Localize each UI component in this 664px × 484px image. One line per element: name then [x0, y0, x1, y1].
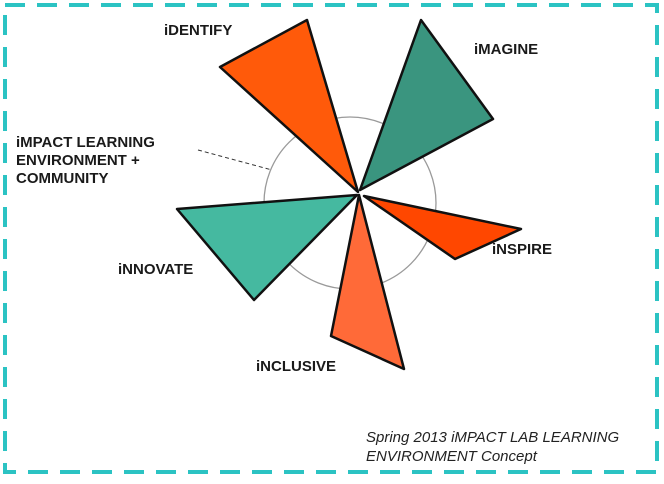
label-inspire: iNSPIRE	[492, 241, 553, 258]
petal-imagine	[358, 18, 495, 192]
caption: Spring 2013 iMPACT LAB LEARNING ENVIRONM…	[366, 428, 619, 466]
label-imagine: iMAGINE	[474, 41, 539, 58]
center-leader-line	[197, 149, 273, 171]
label-innovate: iNNOVATE	[118, 261, 194, 278]
label-inclusive: iNCLUSIVE	[256, 358, 337, 375]
center-label-line-2: ENVIRONMENT +	[16, 152, 140, 169]
center-label-line-3: COMMUNITY	[16, 170, 109, 187]
center-label-line-1: iMPACT LEARNING	[16, 134, 155, 151]
caption-line-2: ENVIRONMENT Concept	[366, 448, 537, 465]
petal-inspire	[362, 194, 523, 261]
petal-inclusive	[329, 193, 406, 371]
label-identify: iDENTIFY	[164, 22, 233, 39]
petal-identify	[218, 18, 360, 194]
dashed-frame	[3, 3, 659, 474]
petal-innovate	[175, 193, 359, 302]
caption-line-1: Spring 2013 iMPACT LAB LEARNING	[366, 429, 620, 446]
center-label: iMPACT LEARNING ENVIRONMENT + COMMUNITY	[16, 134, 155, 188]
